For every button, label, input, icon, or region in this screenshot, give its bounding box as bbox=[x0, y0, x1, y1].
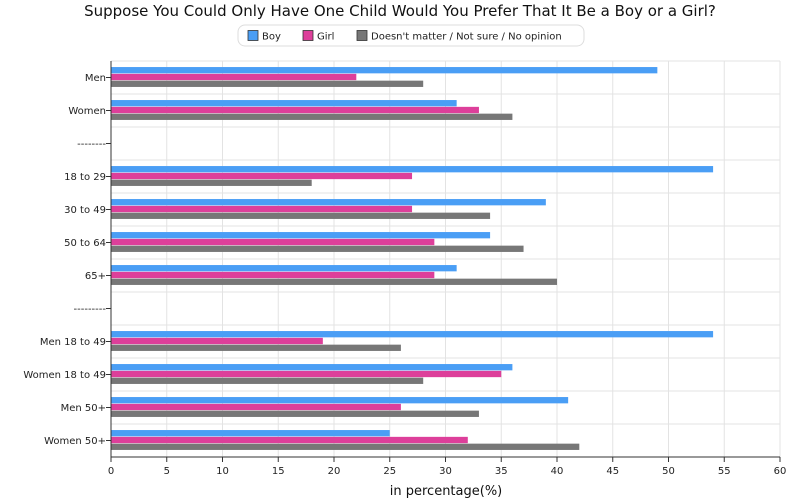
grid-lines bbox=[110, 60, 781, 458]
bar-doesnt-5[interactable] bbox=[111, 245, 524, 252]
bars bbox=[111, 67, 714, 450]
x-tick-label: 15 bbox=[272, 466, 285, 477]
bar-boy-0[interactable] bbox=[111, 67, 658, 74]
legend[interactable]: Boy Girl Doesn't matter / Not sure / No op… bbox=[237, 24, 585, 47]
bar-boy-3[interactable] bbox=[111, 166, 714, 173]
x-tick-label: 35 bbox=[495, 466, 508, 477]
bar-boy-8[interactable] bbox=[111, 331, 714, 338]
bar-boy-6[interactable] bbox=[111, 265, 457, 272]
legend-swatch bbox=[302, 30, 314, 41]
y-category-label: Men 50+ bbox=[61, 403, 106, 414]
bar-girl-11[interactable] bbox=[111, 436, 468, 444]
legend-swatch bbox=[356, 30, 368, 41]
bar-boy-5[interactable] bbox=[111, 232, 491, 239]
x-tick-label: 40 bbox=[551, 466, 564, 477]
bar-girl-4[interactable] bbox=[111, 205, 413, 213]
bar-boy-10[interactable] bbox=[111, 397, 569, 404]
chart-title: Suppose You Could Only Have One Child Wo… bbox=[84, 2, 716, 20]
bar-doesnt-6[interactable] bbox=[111, 278, 557, 285]
x-tick-label: 20 bbox=[328, 466, 341, 477]
x-tick-label: 55 bbox=[718, 466, 731, 477]
legend-label: Girl bbox=[317, 32, 334, 43]
bar-girl-3[interactable] bbox=[111, 172, 413, 180]
x-tick-label: 45 bbox=[606, 466, 619, 477]
x-tick-label: 60 bbox=[774, 466, 787, 477]
bar-doesnt-9[interactable] bbox=[111, 377, 424, 384]
y-category-label: 50 to 64 bbox=[64, 238, 106, 249]
legend-label: Boy bbox=[262, 32, 281, 43]
bar-doesnt-1[interactable] bbox=[111, 113, 513, 120]
x-tick-label: 50 bbox=[662, 466, 675, 477]
bar-boy-9[interactable] bbox=[111, 364, 513, 371]
y-category-label: 18 to 29 bbox=[64, 172, 106, 183]
x-tick-label: 10 bbox=[216, 466, 229, 477]
y-category-label: 65+ bbox=[85, 271, 106, 282]
legend-label: Doesn't matter / Not sure / No opinion bbox=[371, 32, 562, 43]
y-category-label: Men 18 to 49 bbox=[40, 337, 106, 348]
x-tick-label: 0 bbox=[108, 466, 114, 477]
bar-girl-6[interactable] bbox=[111, 271, 435, 279]
bar-doesnt-0[interactable] bbox=[111, 80, 424, 87]
x-tick-label: 25 bbox=[383, 466, 396, 477]
bar-boy-11[interactable] bbox=[111, 430, 390, 437]
legend-box bbox=[237, 24, 585, 47]
bar-boy-4[interactable] bbox=[111, 199, 546, 206]
y-category-label: Women 50+ bbox=[44, 436, 106, 447]
bar-girl-1[interactable] bbox=[111, 106, 479, 114]
axes: 0 5 10 15 20 25 30 35 40 45 50 55 60 Men Women --------… bbox=[23, 61, 786, 477]
y-category-label: --------- bbox=[74, 304, 107, 315]
y-category-label: -------- bbox=[77, 139, 106, 150]
x-tick-label: 30 bbox=[439, 466, 452, 477]
legend-item-2[interactable]: Doesn't matter / Not sure / No opinion bbox=[356, 30, 562, 43]
bar-doesnt-4[interactable] bbox=[111, 212, 491, 219]
bar-doesnt-3[interactable] bbox=[111, 179, 312, 186]
bar-girl-5[interactable] bbox=[111, 238, 435, 246]
bar-boy-1[interactable] bbox=[111, 100, 457, 107]
bar-girl-10[interactable] bbox=[111, 403, 401, 411]
y-category-label: Men bbox=[85, 73, 106, 84]
legend-item-1[interactable]: Girl bbox=[302, 30, 334, 43]
bar-girl-8[interactable] bbox=[111, 337, 323, 345]
x-axis-label: in percentage(%) bbox=[390, 484, 503, 499]
bar-doesnt-10[interactable] bbox=[111, 410, 479, 417]
bar-girl-9[interactable] bbox=[111, 370, 502, 378]
bar-doesnt-8[interactable] bbox=[111, 344, 401, 351]
x-tick-label: 5 bbox=[164, 466, 170, 477]
legend-swatch bbox=[247, 30, 259, 41]
bar-doesnt-11[interactable] bbox=[111, 443, 580, 450]
bar-girl-0[interactable] bbox=[111, 73, 357, 81]
y-category-label: 30 to 49 bbox=[64, 205, 106, 216]
legend-item-0[interactable]: Boy bbox=[247, 30, 281, 43]
y-category-label: Women bbox=[68, 106, 106, 117]
y-category-label: Women 18 to 49 bbox=[23, 370, 106, 381]
